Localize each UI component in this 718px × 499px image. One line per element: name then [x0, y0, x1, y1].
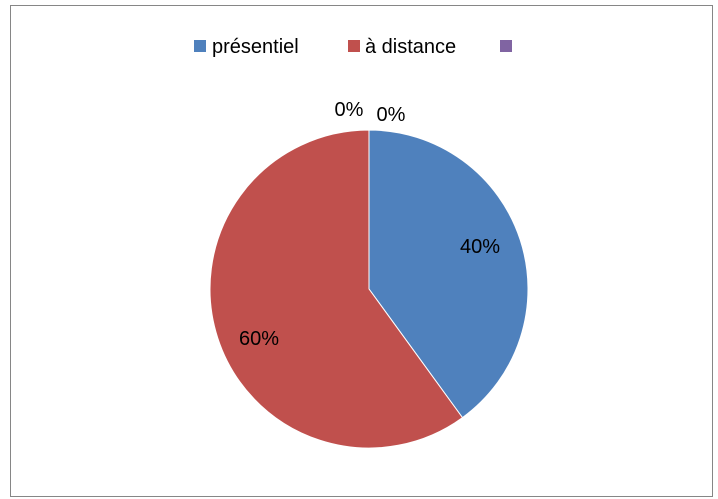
data-label-presentiel: 40% — [460, 236, 500, 258]
data-label-a-distance: 60% — [239, 328, 279, 350]
pie-slice-2 — [209, 129, 464, 449]
legend-swatch-series-3 — [500, 40, 512, 52]
legend-label-presentiel: présentiel — [212, 36, 299, 58]
legend-swatch-presentiel — [194, 40, 206, 52]
data-labels: 40% 60% 0% 0% — [239, 99, 500, 350]
data-label-extra: 0% — [377, 104, 406, 126]
pie-slice-1 — [368, 129, 529, 419]
legend-label-a-distance: à distance — [365, 36, 456, 58]
pie-slices — [209, 129, 529, 449]
legend-swatch-a-distance — [348, 40, 360, 52]
legend: présentiel à distance — [194, 36, 512, 58]
data-label-series-3: 0% — [335, 99, 364, 121]
